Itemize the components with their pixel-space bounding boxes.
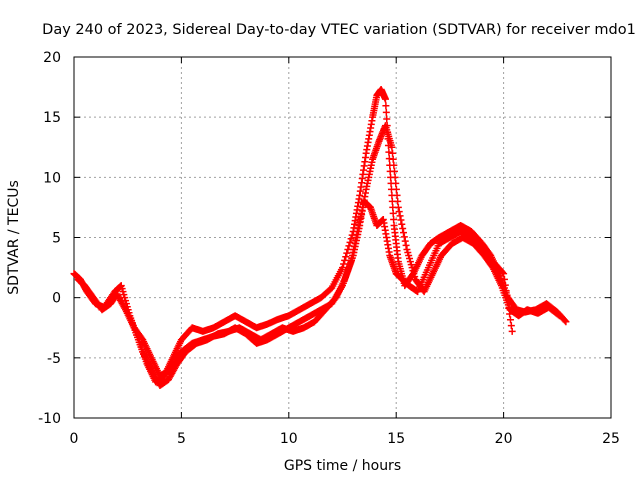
data-point <box>341 256 349 264</box>
data-point <box>383 115 391 123</box>
data-point <box>393 191 401 199</box>
x-axis-label: GPS time / hours <box>284 458 401 474</box>
data-point <box>382 108 390 116</box>
data-point <box>342 253 350 261</box>
data-point <box>390 161 398 169</box>
data-point <box>390 215 398 223</box>
data-point <box>396 212 404 220</box>
data-point <box>394 197 402 205</box>
data-point <box>339 264 346 272</box>
y-tick-label: 0 <box>52 291 61 307</box>
data-points <box>70 85 570 390</box>
y-tick-label: -10 <box>38 411 61 427</box>
data-point <box>561 317 569 325</box>
data-point <box>343 249 351 257</box>
y-tick-label: 5 <box>52 231 61 247</box>
chart-title: Day 240 of 2023, Sidereal Day-to-day VTE… <box>42 22 636 38</box>
data-point <box>562 318 570 326</box>
data-point <box>394 203 402 211</box>
data-point <box>506 316 514 324</box>
data-point <box>398 220 406 228</box>
data-point <box>503 293 511 301</box>
data-point <box>401 237 409 245</box>
data-point <box>392 179 400 187</box>
y-tick-label: 10 <box>43 170 61 186</box>
data-point <box>508 327 516 335</box>
data-point <box>554 311 562 319</box>
data-point <box>347 235 355 243</box>
data-point <box>400 233 408 241</box>
data-point <box>392 185 400 193</box>
data-point <box>500 270 508 278</box>
data-point <box>506 310 514 318</box>
data-point <box>346 238 354 246</box>
data-point <box>504 298 512 306</box>
data-point <box>389 155 397 163</box>
data-point <box>381 95 389 103</box>
series-track-c <box>130 197 516 380</box>
y-tick-label: -5 <box>47 351 61 367</box>
data-point <box>395 208 403 216</box>
y-axis-label: SDTVAR / TECUs <box>6 180 22 295</box>
x-tick-label: 0 <box>70 431 79 447</box>
data-point <box>499 268 507 276</box>
y-tick-label: 20 <box>43 50 61 66</box>
data-point <box>399 224 407 232</box>
ticks: 0 5 10 15 20 25 -10 -5 0 5 10 15 20 <box>38 50 620 447</box>
data-point <box>400 229 408 237</box>
x-tick-label: 15 <box>387 431 405 447</box>
data-point <box>500 275 508 283</box>
data-point <box>389 149 397 157</box>
data-point <box>397 216 405 224</box>
data-point <box>382 102 390 110</box>
y-tick-label: 15 <box>43 110 61 126</box>
data-point <box>390 167 398 175</box>
data-point <box>402 241 410 249</box>
x-tick-label: 10 <box>280 431 298 447</box>
data-point <box>389 209 397 217</box>
data-point <box>502 287 510 295</box>
data-point <box>555 312 563 320</box>
x-tick-label: 5 <box>177 431 186 447</box>
data-point <box>391 173 399 181</box>
data-point <box>385 148 393 156</box>
data-point <box>501 281 509 289</box>
data-point <box>505 304 513 312</box>
data-point <box>507 322 515 330</box>
x-tick-label: 20 <box>495 431 513 447</box>
data-point <box>340 260 348 268</box>
x-tick-label: 25 <box>602 431 620 447</box>
data-point <box>388 143 396 151</box>
